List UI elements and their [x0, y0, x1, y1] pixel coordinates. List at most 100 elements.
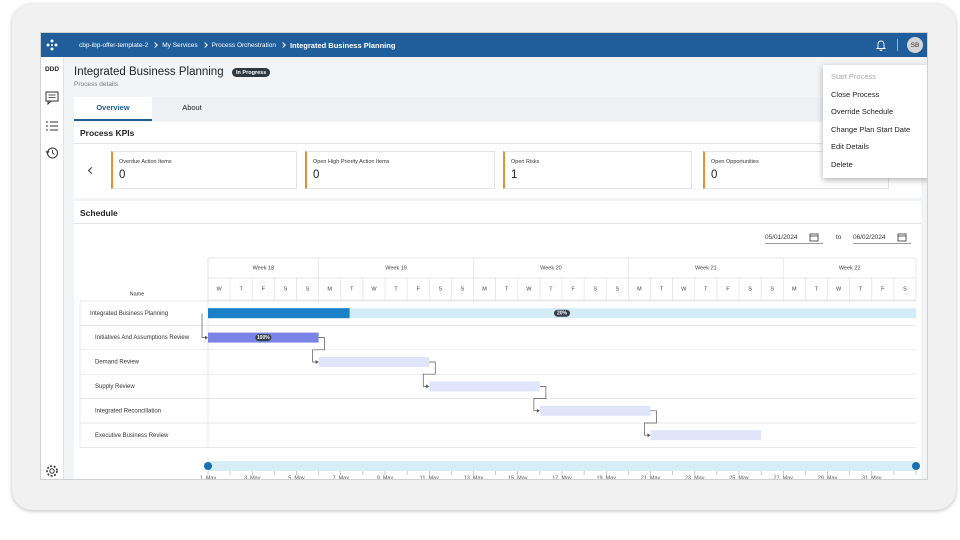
kpi-card[interactable]: Overdue Action Items 0 — [111, 151, 297, 189]
dependency-arrow — [536, 408, 540, 413]
dependency-arrow — [315, 360, 319, 364]
day-label: F — [571, 286, 575, 292]
timeline-label: 15. May — [508, 475, 528, 480]
task-name: Integrated Business Planning — [90, 311, 168, 317]
task-bar — [539, 405, 651, 416]
week-label: Week 19 — [385, 265, 407, 271]
task-bar — [650, 430, 762, 441]
top-bar: cbp-ibp-offer-template-2 My Services Proce… — [41, 33, 927, 57]
day-label: T — [815, 286, 819, 292]
timeline-label: 21. May — [641, 475, 661, 480]
menu-item[interactable]: Edit Details — [831, 142, 869, 151]
menu-item[interactable]: Close Process — [831, 89, 880, 99]
day-label: T — [240, 286, 244, 292]
divider — [74, 143, 921, 144]
status-badge: In Progress — [232, 68, 271, 77]
progress-pill — [255, 334, 272, 342]
timeline-handle — [912, 462, 920, 470]
day-label: M — [637, 286, 642, 292]
timeline-label: 25. May — [729, 475, 749, 480]
day-label: S — [615, 286, 619, 292]
progress-pill — [554, 309, 570, 317]
page-title: Integrated Business Planning — [74, 66, 224, 78]
day-label: S — [438, 286, 442, 292]
start-date-input[interactable]: 05/01/2024 — [765, 234, 823, 244]
timeline-handle — [204, 462, 212, 470]
day-label: M — [482, 286, 487, 292]
name-header: Name — [130, 291, 145, 297]
timeline-label: 29. May — [818, 475, 838, 480]
settings-icon[interactable] — [44, 463, 60, 479]
progress-label: 20% — [557, 311, 568, 317]
day-label: S — [770, 286, 774, 292]
timeline-label: 27. May — [773, 475, 793, 480]
task-name: Demand Review — [95, 360, 140, 366]
page-subtitle: Process details — [74, 81, 119, 88]
dependency-arrow — [205, 335, 208, 340]
day-label: M — [327, 286, 332, 292]
divider — [897, 39, 898, 51]
dependency-line — [312, 337, 325, 363]
day-label: S — [903, 286, 907, 292]
day-label: T — [859, 286, 863, 292]
week-label: Week 18 — [253, 265, 275, 271]
breadcrumb-item[interactable]: My Services — [162, 41, 198, 49]
kpi-label: Open Opportunities — [711, 159, 759, 165]
breadcrumb-item: Integrated Business Planning — [289, 40, 396, 50]
day-label: W — [836, 286, 842, 292]
section-title: Process KPIs — [80, 128, 135, 138]
task-name: Initiatives And Assumptions Review — [95, 335, 190, 341]
actions-menu: Start Process Close Process Override Sched… — [823, 65, 927, 178]
sidebar: DDD — [41, 57, 64, 479]
tasks-icon[interactable] — [44, 119, 60, 133]
kpi-value: 0 — [119, 169, 126, 181]
tab[interactable]: Overview — [74, 97, 152, 121]
day-label: M — [792, 286, 797, 292]
kpi-card[interactable]: Open High Priority Action Items 0 — [305, 151, 495, 189]
breadcrumb-item[interactable]: Process Orchestration — [211, 41, 276, 49]
day-label: W — [216, 286, 222, 292]
kpi-label: Open High Priority Action Items — [313, 159, 390, 165]
week-label: Week 21 — [695, 265, 717, 271]
kpi-value: 1 — [511, 169, 518, 181]
task-bar — [429, 381, 540, 392]
breadcrumb-item[interactable]: cbp-ibp-offer-template-2 — [79, 41, 149, 49]
timeline-label: 1. May — [200, 475, 217, 480]
timeline-label: 5. May — [288, 475, 305, 480]
kpi-value: 0 — [313, 169, 320, 181]
week-label: Week 22 — [839, 265, 861, 271]
task-name: Supply Review — [95, 384, 135, 390]
day-label: S — [306, 286, 310, 292]
day-label: T — [549, 286, 553, 292]
task-name: Integrated Reconcillation — [95, 408, 161, 414]
task-bar — [318, 357, 430, 367]
day-label: F — [726, 286, 730, 292]
calendar-icon[interactable] — [897, 232, 907, 242]
calendar-icon[interactable] — [809, 232, 819, 242]
task-bar — [208, 308, 350, 319]
section-title: Schedule — [80, 208, 118, 218]
menu-item[interactable]: Override Schedule — [831, 107, 894, 116]
timeline-label: 23. May — [685, 475, 705, 480]
gantt-chart: Name Week 18 W T F S S Week 19 M T W T F S S Week 20 M T W… — [79, 257, 920, 480]
week-label: Week 20 — [540, 265, 562, 271]
breadcrumb: cbp-ibp-offer-template-2 My Services Proce… — [79, 33, 395, 57]
kpi-value: 0 — [711, 169, 718, 181]
day-label: W — [681, 286, 687, 292]
tabs: Overview About — [74, 97, 921, 121]
kpi-label: Open Risks — [511, 159, 540, 165]
menu-item[interactable]: Change Plan Start Date — [831, 124, 911, 134]
day-label: F — [881, 286, 885, 292]
end-date-input[interactable]: 06/02/2024 — [853, 234, 911, 244]
bell-icon[interactable] — [875, 39, 887, 51]
tab[interactable]: About — [182, 103, 202, 112]
day-label: S — [461, 286, 465, 292]
day-label: F — [262, 286, 266, 292]
timeline-label: 13. May — [464, 475, 484, 480]
comments-icon[interactable] — [44, 91, 60, 105]
kpi-card[interactable]: Open Risks 1 — [503, 151, 692, 189]
history-icon[interactable] — [44, 146, 60, 160]
dependency-line — [644, 410, 657, 436]
menu-item[interactable]: Delete — [831, 159, 853, 169]
avatar[interactable]: SB — [907, 37, 923, 53]
